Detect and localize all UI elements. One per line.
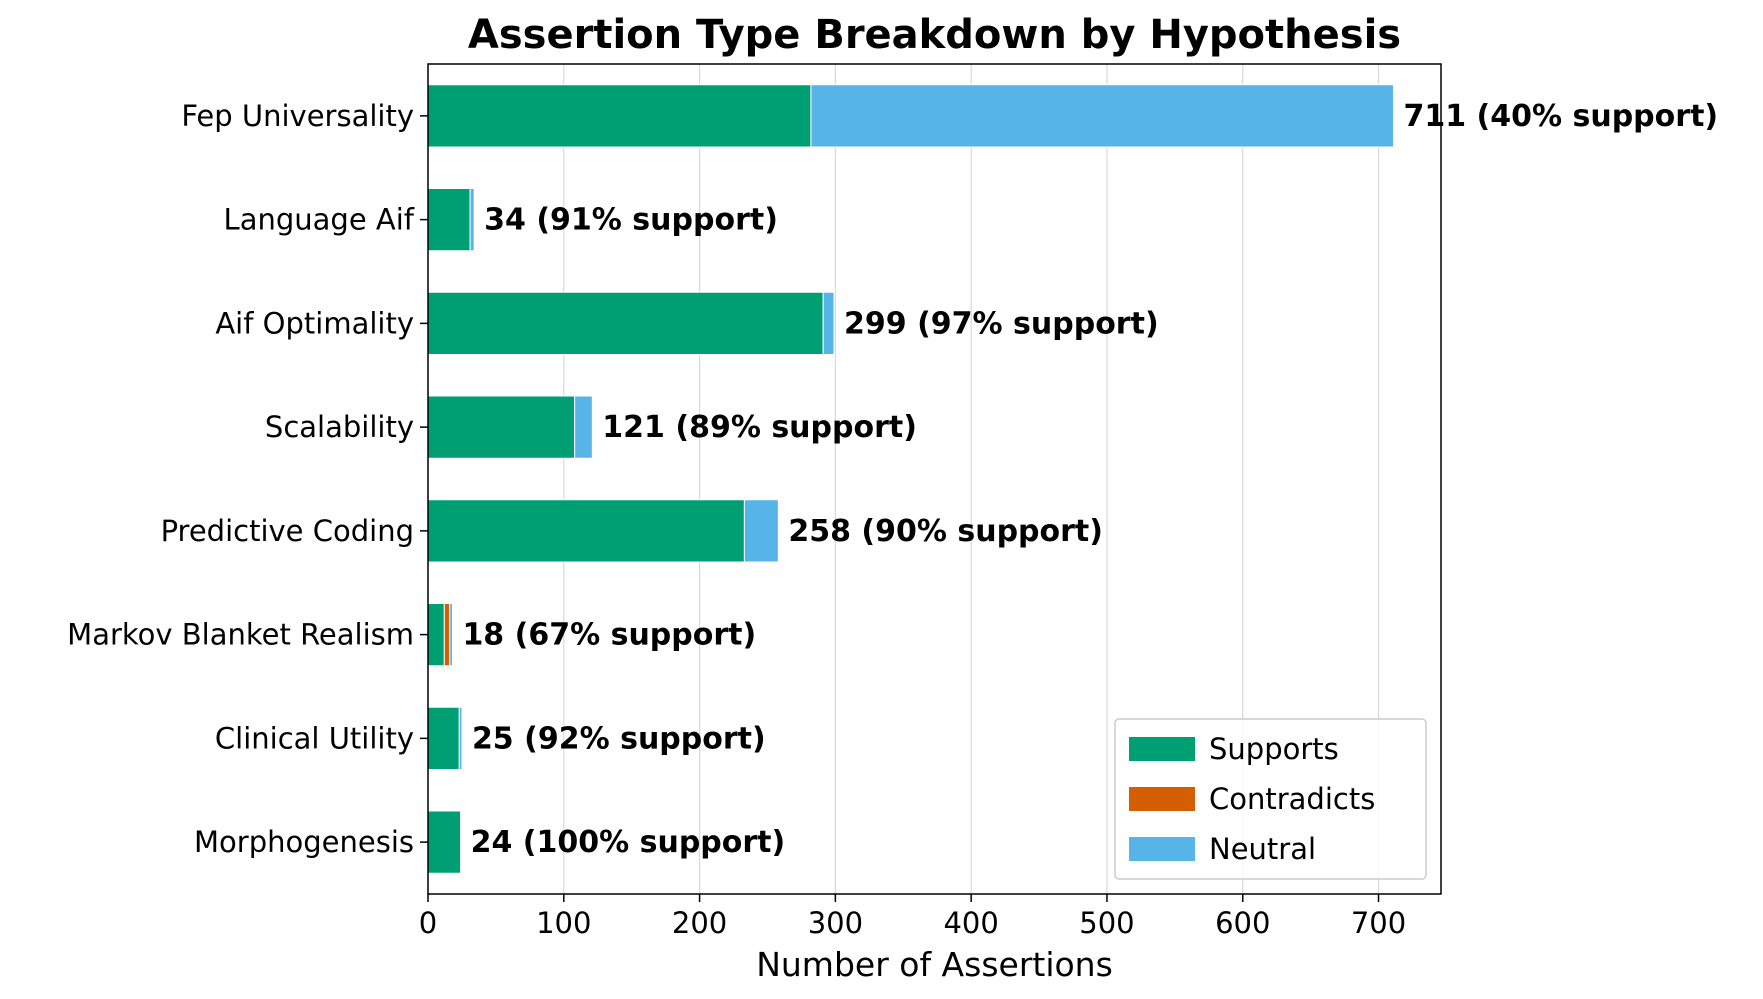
bar-segment-neutral (449, 603, 453, 667)
x-tick-label: 100 (536, 906, 591, 940)
bar-segment-neutral (574, 395, 593, 459)
x-tick-label: 300 (808, 906, 863, 940)
bar-segment-supports (427, 706, 460, 770)
legend-label: Contradicts (1209, 782, 1375, 816)
bar-segment-neutral (743, 499, 779, 563)
bar-segment-supports (427, 188, 471, 252)
bar-total-label: 18 (67% support) (462, 618, 756, 653)
bar-total-label: 34 (91% support) (484, 203, 778, 238)
y-tick-label: Scalability (265, 410, 414, 444)
legend: Supports Contradicts Neutral (1114, 718, 1427, 880)
y-tick-label: Morphogenesis (194, 825, 414, 859)
legend-swatch (1129, 837, 1195, 861)
y-axis: Fep Universality Language Aif Aif Optimali… (67, 99, 428, 859)
bar-segment-supports (427, 84, 812, 148)
bar-labels: 711 (40% support) 34 (91% support) 299 (97… (462, 99, 1718, 860)
bar-total-label: 24 (100% support) (471, 825, 786, 860)
legend-label: Neutral (1209, 832, 1316, 866)
bar-total-label: 121 (89% support) (602, 410, 917, 445)
x-tick-label: 200 (672, 906, 727, 940)
x-tick-label: 600 (1215, 906, 1270, 940)
x-axis-label: Number of Assertions (756, 945, 1113, 984)
x-tick-label: 0 (419, 906, 437, 940)
bars (427, 84, 1394, 874)
legend-swatch (1129, 737, 1195, 761)
bar-segment-supports (427, 499, 745, 563)
bar-total-label: 258 (90% support) (788, 514, 1103, 549)
y-tick-label: Markov Blanket Realism (67, 618, 414, 652)
y-tick-label: Language Aif (224, 203, 415, 237)
plot-frame (427, 63, 1442, 895)
x-tick-label: 700 (1351, 906, 1406, 940)
chart-title: Assertion Type Breakdown by Hypothesis (468, 12, 1401, 58)
bar-segment-neutral (458, 706, 463, 770)
bar-total-label: 299 (97% support) (844, 306, 1159, 341)
bar-total-label: 25 (92% support) (472, 721, 766, 756)
gridlines (427, 64, 1380, 894)
legend-label: Supports (1209, 732, 1339, 766)
y-tick-label: Fep Universality (181, 99, 414, 133)
bar-segment-supports (427, 603, 445, 667)
x-axis: 0 100 200 300 400 500 600 700 (419, 894, 1406, 940)
legend-swatch (1129, 787, 1195, 811)
bar-segment-neutral (810, 84, 1394, 148)
x-tick-label: 400 (943, 906, 998, 940)
bar-segment-neutral (469, 188, 475, 252)
x-tick-label: 500 (1079, 906, 1134, 940)
y-tick-label: Aif Optimality (215, 306, 414, 340)
y-tick-label: Predictive Coding (161, 514, 414, 548)
bar-segment-contradicts (443, 603, 451, 667)
bar-segment-neutral (822, 291, 835, 355)
bar-segment-supports (427, 291, 824, 355)
bar-segment-supports (427, 395, 576, 459)
bar-total-label: 711 (40% support) (1403, 99, 1718, 134)
bar-segment-supports (427, 810, 462, 874)
y-tick-label: Clinical Utility (215, 721, 414, 755)
